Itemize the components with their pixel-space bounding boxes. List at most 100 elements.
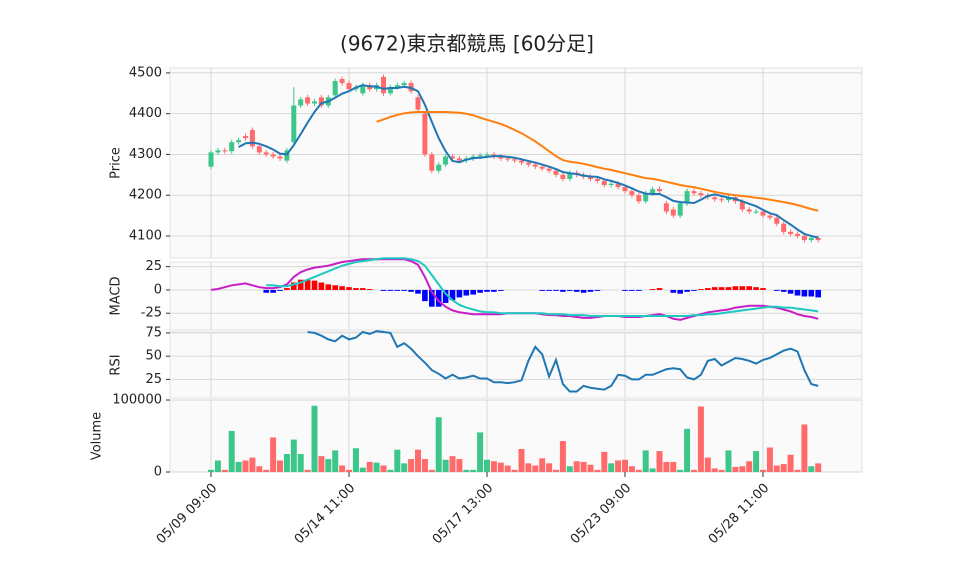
candle-body [429,154,435,171]
candle-body [746,209,752,212]
macd-histogram-bar [580,289,587,293]
panel-background [169,331,863,399]
candle-body [519,160,524,163]
candle-body [477,155,483,157]
x-tick-label: 05/28 11:00 [706,481,773,548]
indicator-line [266,257,819,317]
macd-histogram-bar [746,286,752,290]
macd-histogram-bar [442,289,449,303]
y-tick-label: 50 [145,349,162,364]
macd-histogram-bar [780,289,787,292]
y-tick-label: 100000 [112,393,162,408]
macd-histogram-bar [546,289,552,291]
candle-body [795,233,800,236]
volume-bar [649,468,656,472]
candle-body [629,191,635,196]
candle-body [394,85,400,88]
y-tick-label: 4300 [129,147,162,162]
volume-bar [642,450,649,472]
y-axis-label: Volume [90,412,105,460]
volume-bar [587,464,594,472]
volume-bar [477,432,484,472]
candle-body [332,81,338,96]
candle-body [601,180,607,186]
volume-bar [732,466,739,472]
volume-bar [497,462,504,472]
indicator-line [376,111,819,212]
candle-body [229,142,235,152]
volume-bar [711,468,718,472]
macd-histogram-bar [456,289,463,298]
volume-bar [663,461,670,472]
panel-background [169,67,863,259]
y-tick-label: 75 [145,325,162,340]
candle-body [387,87,393,94]
volume-bar [270,437,277,472]
macd-histogram-bar [484,289,490,292]
macd-histogram-bar [360,288,366,290]
candle-body [450,156,455,159]
macd-histogram-bar [567,289,573,291]
volume-bar [511,469,518,472]
macd-histogram-bar [560,289,566,292]
volume-bar [546,463,553,472]
volume-bar [504,465,511,472]
macd-histogram-bar [311,280,318,290]
macd-histogram-bar [691,289,697,291]
candle-body [691,191,697,194]
candle-body [532,164,538,167]
volume-bar [387,469,394,472]
volume-bar [691,469,697,472]
macd-histogram-bar [684,289,690,292]
candle-body [560,174,566,179]
volume-bar [435,417,442,472]
volume-bar [670,461,677,472]
macd-histogram-bar [594,289,601,291]
volume-bar [415,449,421,472]
macd-histogram-bar [394,289,401,291]
macd-histogram-bar [587,289,594,292]
candle-body [684,191,690,204]
volume-bar [484,459,490,472]
candle-body [670,209,676,216]
volume-bar [235,461,242,472]
candle-body [415,97,421,110]
volume-bar [766,447,773,472]
volume-bar [801,424,808,472]
volume-bar [615,460,622,472]
macd-histogram-bar [435,289,442,307]
candle-body [553,170,559,175]
volume-bar [573,461,580,472]
volume-bar [718,469,725,472]
indicator-line [238,84,819,239]
volume-bar [608,463,615,472]
candle-body [636,195,642,202]
volume-bar [442,459,449,472]
volume-bar [249,457,256,472]
macd-histogram-bar [380,289,387,291]
macd-histogram-bar [573,289,580,292]
volume-bar [559,441,566,472]
volume-bar [677,469,684,472]
candle-body [305,97,311,104]
macd-histogram-bar [297,279,304,290]
candle-body [270,154,276,157]
macd-histogram-bar [415,289,421,294]
candle-body [594,178,600,181]
y-tick-label: 4500 [129,65,162,80]
candle-body [208,152,214,167]
y-axis-label: RSI [109,354,124,375]
macd-histogram-bar [711,287,718,290]
volume-bar [815,463,822,472]
macd-histogram-bar [291,282,297,290]
candle-body [346,83,352,90]
volume-bar [753,451,760,472]
macd-histogram-bar [705,288,711,290]
macd-histogram-bar [318,282,325,290]
candle-body [443,156,449,165]
candle-body [236,140,242,143]
candle-body [788,231,794,234]
volume-bar [421,459,428,472]
macd-histogram-bar [725,287,732,290]
